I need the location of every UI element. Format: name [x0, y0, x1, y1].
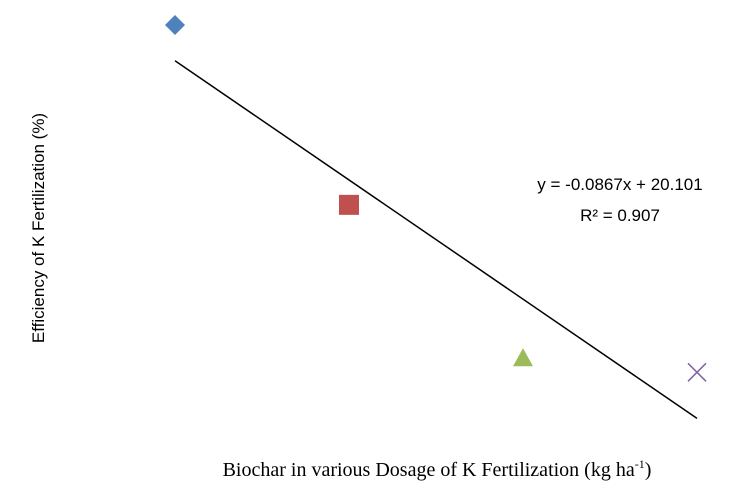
x-axis-label-main: Biochar in various Dosage of K Fertiliza… [223, 459, 635, 481]
point [687, 362, 707, 382]
x-axis-label-sup: -1 [635, 457, 645, 471]
point [339, 194, 359, 215]
y-axis-label: Efficiency of K Fertilization (%) [29, 113, 48, 343]
trendline-r2: R² = 0.907 [580, 206, 660, 225]
point [165, 15, 185, 35]
x-axis-label: Biochar in various Dosage of K Fertiliza… [223, 457, 652, 481]
trendline-equation: y = -0.0867x + 20.101 [537, 175, 702, 194]
x-axis-label-end: ) [645, 459, 652, 481]
point [513, 348, 533, 367]
trendline [174, 60, 698, 419]
